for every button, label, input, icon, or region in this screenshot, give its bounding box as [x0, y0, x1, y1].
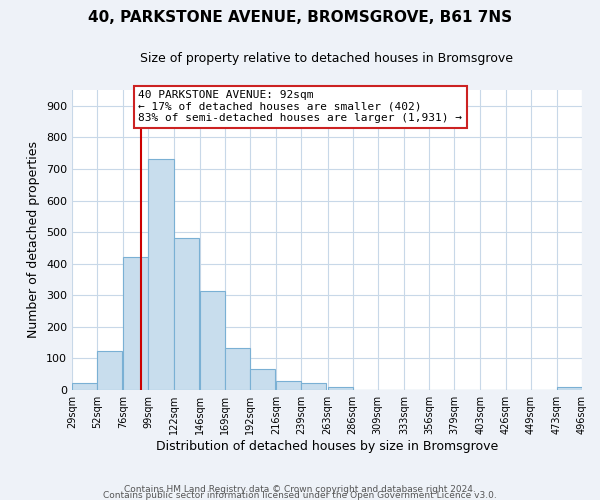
Bar	[225, 348, 250, 390]
Bar	[72, 383, 97, 390]
Bar	[97, 352, 122, 390]
Y-axis label: Number of detached properties: Number of detached properties	[28, 142, 40, 338]
Text: Contains HM Land Registry data © Crown copyright and database right 2024.: Contains HM Land Registry data © Crown c…	[124, 484, 476, 494]
Bar	[173, 238, 199, 390]
Bar	[124, 258, 148, 390]
Bar	[250, 370, 275, 390]
Bar	[276, 380, 301, 390]
Text: 40, PARKSTONE AVENUE, BROMSGROVE, B61 7NS: 40, PARKSTONE AVENUE, BROMSGROVE, B61 7N…	[88, 10, 512, 25]
Bar	[328, 387, 353, 390]
Bar	[148, 158, 173, 390]
Text: Contains public sector information licensed under the Open Government Licence v3: Contains public sector information licen…	[103, 490, 497, 500]
X-axis label: Distribution of detached houses by size in Bromsgrove: Distribution of detached houses by size …	[156, 440, 498, 453]
Text: 40 PARKSTONE AVENUE: 92sqm
← 17% of detached houses are smaller (402)
83% of sem: 40 PARKSTONE AVENUE: 92sqm ← 17% of deta…	[139, 90, 463, 123]
Bar	[301, 383, 326, 390]
Bar	[557, 388, 582, 390]
Title: Size of property relative to detached houses in Bromsgrove: Size of property relative to detached ho…	[140, 52, 514, 65]
Bar	[200, 290, 225, 390]
